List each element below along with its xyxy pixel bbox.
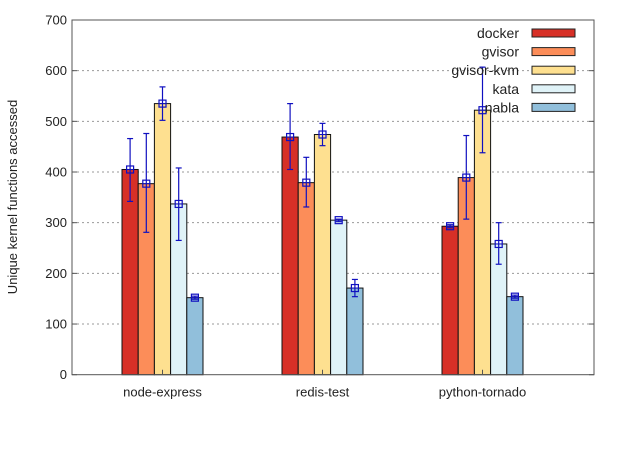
bars [121,103,524,376]
bar-docker-python-tornado [441,225,459,376]
bar-gvisor-kvm-redis-test [313,134,332,376]
legend: docker gvisor gvisor-kvm kata nabla [451,25,576,115]
bar-nabla-redis-test [346,287,364,376]
plot-frame [71,19,595,376]
legend-swatch-docker [531,28,576,38]
bar-nabla-node-express [186,297,204,376]
x-tick-label: redis-test [296,385,350,400]
legend-swatch-gvisor-kvm [531,65,576,75]
y-tick-label: 300 [45,215,67,230]
legend-swatch-kata [531,84,576,94]
legend-swatch-gvisor [531,47,576,57]
error-bars [125,66,519,302]
legend-label-kata: kata [493,81,520,97]
x-axis-labels: node-express redis-test python-tornado [123,369,526,400]
legend-swatch-nabla [531,102,576,112]
bar-nabla-python-tornado [506,296,524,376]
y-tick-label: 700 [45,13,67,28]
y-axis-ticks: 0 100 200 300 400 500 600 700 [45,13,594,382]
x-tick-label: python-tornado [439,385,526,400]
bar-docker-redis-test [281,136,299,376]
bar-gvisor-kvm-node-express [153,103,172,376]
bar-gvisor-redis-test [297,182,315,376]
legend-label-docker: docker [477,25,519,41]
bar-kata-redis-test [330,219,348,376]
legend-label-nabla: nabla [485,99,519,115]
y-tick-label: 0 [60,367,67,382]
legend-label-gvisor: gvisor [482,44,520,60]
legend-label-gvisor-kvm: gvisor-kvm [451,62,519,78]
y-tick-label: 400 [45,165,67,180]
y-tick-label: 500 [45,114,67,129]
y-tick-label: 600 [45,63,67,78]
y-tick-label: 200 [45,266,67,281]
x-tick-label: node-express [123,385,202,400]
y-tick-label: 100 [45,317,67,332]
y-axis-label: Unique kernel functions accessed [5,100,20,294]
